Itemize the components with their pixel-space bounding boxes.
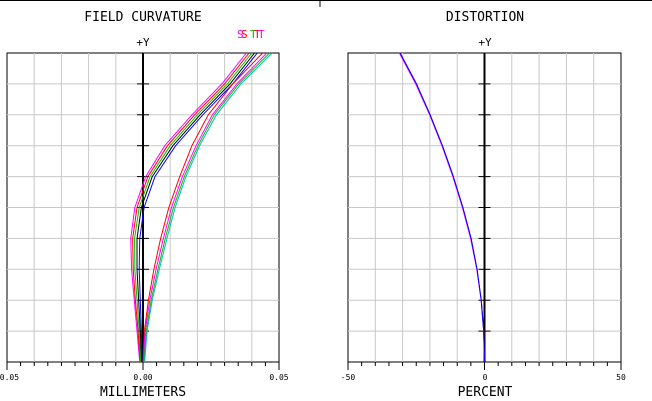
field-curvature-curves (130, 52, 273, 363)
field-curvature-series-5 (142, 52, 264, 363)
distortion-panel: DISTORTION +Y -50 0 50 PERCENT (341, 10, 626, 400)
field-curvature-series-6 (143, 52, 268, 363)
legend-label-0: S (237, 28, 244, 41)
legend-label-1: S (241, 28, 248, 41)
field-curvature-yaxis-label: +Y (136, 36, 150, 49)
field-curvature-xtick-right: 0.05 (269, 373, 288, 382)
distortion-title: DISTORTION (446, 10, 524, 25)
field-curvature-series-8 (144, 52, 273, 363)
distortion-curves (398, 52, 485, 363)
field-curvature-series-0 (130, 52, 247, 363)
distortion-yaxis-label: +Y (478, 36, 492, 49)
field-curvature-series-4 (138, 52, 258, 363)
distortion-center-axis (478, 53, 491, 362)
field-curvature-series-2 (134, 52, 253, 363)
field-curvature-title: FIELD CURVATURE (84, 10, 201, 25)
legend-label-4: T (258, 28, 265, 41)
field-curvature-xtick-left: -0.05 (0, 373, 19, 382)
distortion-xtick-left: -50 (341, 373, 356, 382)
distortion-xtick-right: 50 (616, 373, 626, 382)
field-curvature-legend: SS TTT (237, 28, 265, 41)
field-curvature-xtick-center: 0.00 (133, 373, 152, 382)
distortion-xaxis-label: PERCENT (458, 385, 513, 400)
legend-label-2: T (250, 28, 257, 41)
distortion-series-2 (399, 52, 485, 363)
field-curvature-series-3 (136, 52, 255, 363)
legend-label-3: T (254, 28, 261, 41)
distortion-xtick-center: 0 (483, 373, 488, 382)
distortion-x-ticks (347, 362, 622, 370)
field-curvature-series-1 (132, 52, 250, 363)
field-curvature-x-ticks (6, 362, 280, 370)
field-curvature-xaxis-label: MILLIMETERS (100, 385, 186, 400)
field-curvature-series-7 (143, 52, 270, 363)
